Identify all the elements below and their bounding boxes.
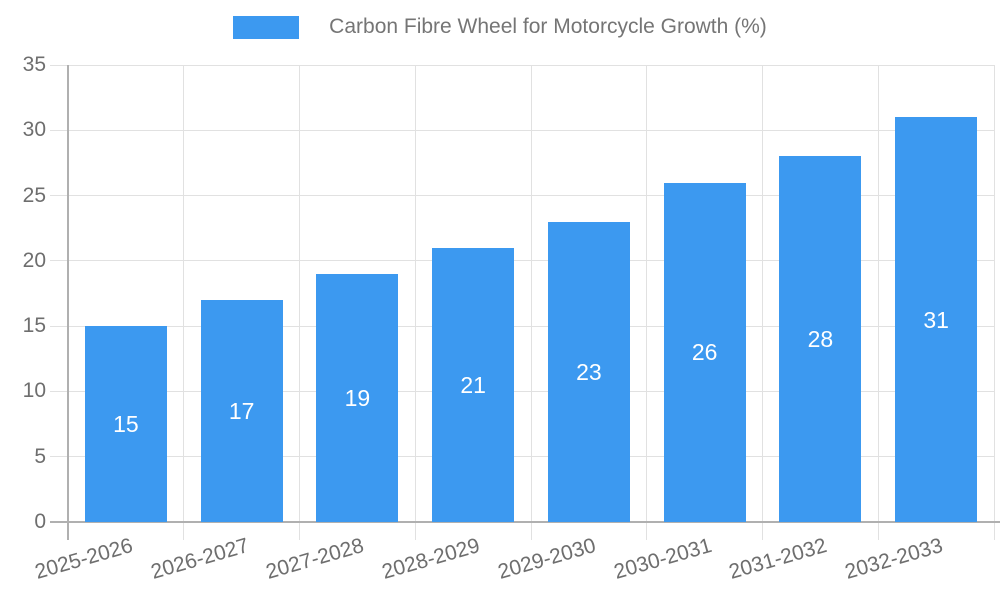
gridline-vertical <box>183 65 185 540</box>
y-axis-tick-label: 20 <box>22 248 46 272</box>
bar[interactable]: 31 <box>895 117 978 522</box>
legend-label: Carbon Fibre Wheel for Motorcycle Growth… <box>329 15 767 38</box>
gridline-horizontal <box>50 456 994 458</box>
x-axis-line <box>50 521 1000 523</box>
gridline-vertical <box>993 65 995 540</box>
gridline-horizontal <box>50 325 994 327</box>
gridline-horizontal <box>50 64 994 66</box>
y-axis-tick-label: 15 <box>22 314 46 338</box>
bar[interactable]: 23 <box>547 221 630 522</box>
bar-value-label: 23 <box>576 358 602 385</box>
gridline-vertical <box>762 65 763 540</box>
gridline-vertical <box>414 65 416 540</box>
legend[interactable]: Carbon Fibre Wheel for Motorcycle Growth… <box>0 15 1000 39</box>
y-axis-tick-label: 25 <box>22 183 46 207</box>
legend-swatch <box>233 15 300 39</box>
gridline-vertical <box>877 65 879 540</box>
bar[interactable]: 15 <box>84 326 167 522</box>
bar-value-label: 21 <box>460 371 486 398</box>
bar-value-label: 15 <box>113 411 139 438</box>
bar-value-label: 26 <box>691 339 718 366</box>
bar[interactable]: 21 <box>432 247 515 522</box>
bar[interactable]: 17 <box>200 300 283 522</box>
gridline-vertical <box>530 65 532 540</box>
y-axis-line <box>67 65 69 540</box>
bar[interactable]: 26 <box>663 182 746 522</box>
bar[interactable]: 28 <box>779 156 862 522</box>
gridline-vertical <box>299 65 300 540</box>
y-axis-tick-label: 0 <box>34 510 46 533</box>
bar[interactable]: 19 <box>316 273 399 522</box>
gridline-horizontal <box>50 390 994 392</box>
gridline-horizontal <box>50 260 994 262</box>
bar-value-label: 31 <box>923 306 949 333</box>
y-axis-tick-label: 10 <box>22 379 46 403</box>
gridline-horizontal <box>50 195 994 197</box>
bar-value-label: 17 <box>228 398 255 424</box>
y-axis-tick-label: 30 <box>22 118 46 142</box>
gridline-vertical <box>646 65 648 540</box>
y-axis-tick-label: 5 <box>34 444 46 468</box>
bar-value-label: 19 <box>344 384 371 411</box>
gridline-horizontal <box>50 129 994 131</box>
bar-value-label: 28 <box>807 326 834 353</box>
y-axis-tick-label: 35 <box>22 53 46 76</box>
